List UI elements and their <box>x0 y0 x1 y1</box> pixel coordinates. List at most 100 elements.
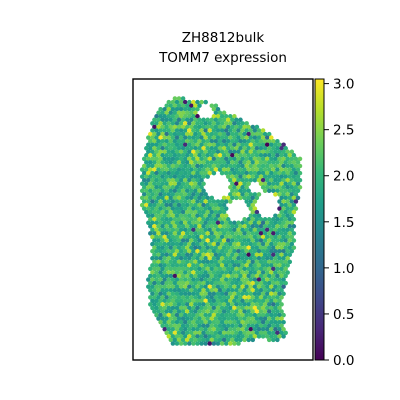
spot <box>264 220 270 226</box>
spot <box>209 302 215 307</box>
spot <box>195 227 200 233</box>
spot <box>182 312 188 318</box>
spot <box>158 177 163 183</box>
spot <box>238 238 243 243</box>
spot <box>195 334 200 339</box>
spot <box>207 135 213 140</box>
spot <box>162 206 167 211</box>
spot <box>236 248 241 254</box>
spot <box>150 284 155 289</box>
spot <box>228 114 233 119</box>
spot <box>139 195 145 201</box>
spot <box>160 259 165 265</box>
spot <box>174 284 180 289</box>
spot <box>260 156 266 162</box>
spot <box>273 256 278 261</box>
spot <box>219 234 225 240</box>
spot <box>234 238 239 243</box>
spot <box>266 309 272 314</box>
spot <box>199 319 204 325</box>
spot <box>205 309 210 314</box>
spot <box>172 295 178 300</box>
spot <box>211 263 217 268</box>
spot <box>252 128 258 133</box>
spot <box>240 163 245 169</box>
spot <box>172 337 178 343</box>
spot <box>258 252 264 258</box>
spot <box>225 231 231 236</box>
spot <box>191 213 196 218</box>
spot <box>228 263 233 268</box>
spot <box>184 266 190 272</box>
spot <box>164 146 169 151</box>
spot <box>176 231 182 236</box>
spot <box>266 167 272 172</box>
spot <box>172 195 178 201</box>
spot <box>244 327 249 332</box>
spot <box>156 280 161 286</box>
spot <box>228 319 233 325</box>
spot <box>213 280 219 286</box>
spot <box>174 128 180 133</box>
spot <box>217 202 223 208</box>
spot <box>230 131 235 137</box>
spot <box>250 266 256 272</box>
spot <box>275 309 280 314</box>
spot <box>180 316 186 321</box>
spot <box>205 138 210 144</box>
spot <box>189 323 194 329</box>
spot <box>248 170 254 176</box>
spot <box>221 209 227 215</box>
spot <box>158 192 163 197</box>
spot <box>176 252 182 258</box>
spot <box>275 238 280 243</box>
spot <box>215 312 221 318</box>
spot <box>277 298 282 304</box>
spot <box>197 323 202 329</box>
spot <box>242 330 247 336</box>
spot <box>174 241 180 247</box>
spot <box>166 334 172 339</box>
spot <box>174 220 180 226</box>
spot <box>230 295 235 300</box>
spot <box>162 177 167 183</box>
spot <box>293 199 299 204</box>
spot <box>262 160 268 165</box>
spot <box>215 128 221 133</box>
spot <box>178 227 184 233</box>
spot <box>250 323 256 329</box>
spot <box>248 248 254 254</box>
spot <box>197 181 202 187</box>
spot <box>170 156 176 162</box>
spot <box>236 291 241 297</box>
spot <box>277 327 282 332</box>
spot <box>260 177 266 183</box>
spot <box>281 206 286 211</box>
spot <box>236 312 241 318</box>
spot <box>160 217 165 222</box>
spot <box>213 117 219 123</box>
spot <box>166 128 172 133</box>
spot <box>277 248 282 254</box>
spot <box>195 192 200 197</box>
spot <box>189 110 194 116</box>
spot <box>164 131 169 137</box>
spot <box>207 234 213 240</box>
spot <box>287 202 293 208</box>
spot <box>199 341 204 346</box>
spot <box>148 273 153 279</box>
spot <box>189 124 194 130</box>
spot <box>232 220 237 226</box>
spot <box>146 206 151 211</box>
spot <box>277 220 282 226</box>
spot <box>144 181 149 187</box>
spot <box>277 263 282 268</box>
spot <box>236 135 241 140</box>
spot <box>160 280 165 286</box>
spot <box>252 305 258 311</box>
spot <box>209 124 215 130</box>
spot <box>238 146 243 151</box>
spot <box>248 256 254 261</box>
spot <box>178 192 184 197</box>
spot <box>252 277 258 282</box>
